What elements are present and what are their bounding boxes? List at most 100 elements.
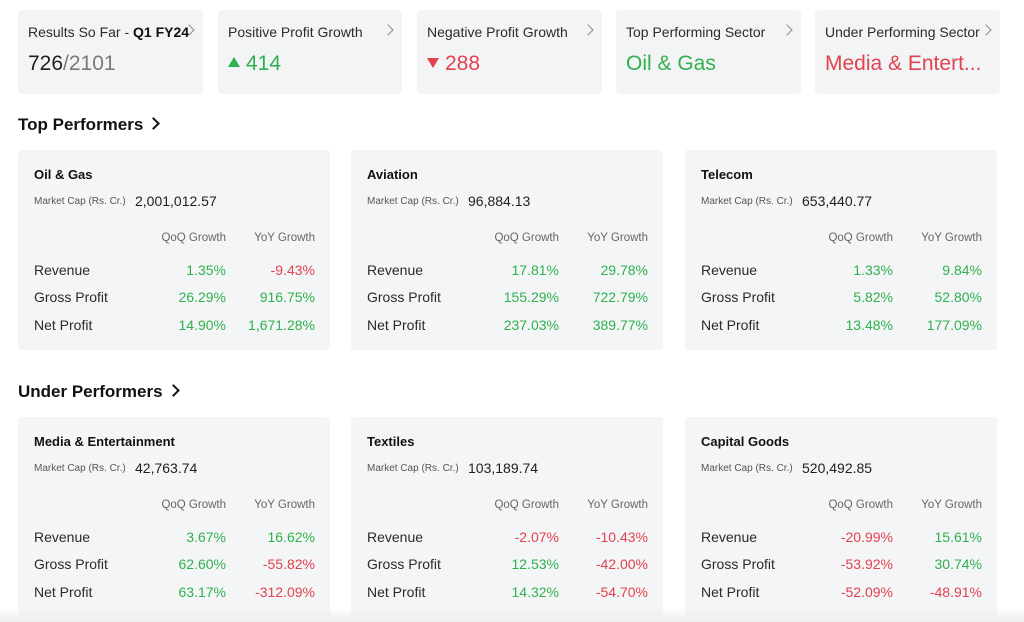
chevron-right-icon bbox=[147, 117, 161, 130]
sector-card[interactable]: Aviation Market Cap (Rs. Cr.) 96,884.13 QoQ… bbox=[351, 150, 663, 350]
qoq-growth-value: 1.35% bbox=[186, 262, 226, 278]
yoy-growth-value: 722.79% bbox=[592, 289, 648, 305]
yoy-growth-value: -9.43% bbox=[270, 262, 315, 278]
summary-value: 288 bbox=[427, 52, 480, 76]
sector-name: Oil & Gas bbox=[34, 167, 93, 182]
metric-label: Revenue bbox=[701, 262, 758, 278]
metric-label: Revenue bbox=[34, 262, 91, 278]
summary-title: Positive Profit Growth bbox=[228, 24, 363, 40]
sector-name: Aviation bbox=[367, 167, 418, 182]
summary-title: Results So Far - Q1 FY24 bbox=[28, 24, 190, 40]
bottom-fade bbox=[0, 608, 1024, 622]
qoq-growth-value: -20.99% bbox=[840, 529, 893, 545]
market-cap-value: 2,001,012.57 bbox=[135, 193, 217, 209]
market-cap-label: Market Cap (Rs. Cr.) bbox=[701, 463, 793, 474]
yoy-growth-value: -54.70% bbox=[595, 584, 648, 600]
metric-label: Net Profit bbox=[34, 584, 93, 600]
yoy-growth-value: 177.09% bbox=[926, 317, 982, 333]
summary-value: Media & Entert... bbox=[825, 52, 982, 75]
yoy-growth-value: 30.74% bbox=[934, 556, 982, 572]
yoy-growth-value: -312.09% bbox=[255, 584, 315, 600]
metric-label: Revenue bbox=[34, 529, 91, 545]
metric-label: Gross Profit bbox=[367, 289, 441, 305]
metric-label: Net Profit bbox=[34, 317, 93, 333]
metric-label: Net Profit bbox=[701, 584, 760, 600]
qoq-growth-value: 14.32% bbox=[511, 584, 559, 600]
market-cap-label: Market Cap (Rs. Cr.) bbox=[34, 463, 126, 474]
chevron-right-icon bbox=[166, 384, 180, 397]
metric-label: Gross Profit bbox=[367, 556, 441, 572]
qoq-growth-value: -2.07% bbox=[514, 529, 559, 545]
yoy-header: YoY Growth bbox=[587, 499, 648, 511]
metric-label: Net Profit bbox=[367, 584, 426, 600]
yoy-growth-value: -42.00% bbox=[595, 556, 648, 572]
sector-card[interactable]: Media & Entertainment Market Cap (Rs. Cr.… bbox=[18, 417, 330, 617]
top-performers-link[interactable]: Top Performers bbox=[18, 115, 161, 135]
metric-label: Revenue bbox=[701, 529, 758, 545]
yoy-header: YoY Growth bbox=[254, 232, 315, 244]
qoq-header: QoQ Growth bbox=[494, 232, 559, 244]
triangle-up-icon bbox=[228, 57, 240, 68]
summary-positive-profit-growth[interactable]: Positive Profit Growth 414 bbox=[218, 10, 402, 94]
summary-title: Top Performing Sector bbox=[626, 24, 766, 40]
yoy-growth-value: -55.82% bbox=[262, 556, 315, 572]
sector-name: Telecom bbox=[701, 167, 753, 182]
qoq-growth-value: 1.33% bbox=[853, 262, 893, 278]
qoq-growth-value: 62.60% bbox=[178, 556, 226, 572]
metric-label: Revenue bbox=[367, 262, 424, 278]
qoq-growth-value: 63.17% bbox=[178, 584, 226, 600]
qoq-header: QoQ Growth bbox=[494, 499, 559, 511]
market-cap-value: 653,440.77 bbox=[802, 193, 873, 209]
qoq-growth-value: 12.53% bbox=[511, 556, 559, 572]
yoy-growth-value: -10.43% bbox=[595, 529, 648, 545]
sector-name: Capital Goods bbox=[701, 434, 790, 449]
summary-results-so-far[interactable]: Results So Far - Q1 FY24 726/2101 bbox=[18, 10, 203, 94]
sector-name: Textiles bbox=[367, 434, 415, 449]
yoy-growth-value: 52.80% bbox=[934, 289, 982, 305]
summary-title: Under Performing Sector bbox=[825, 24, 980, 40]
market-cap-value: 96,884.13 bbox=[468, 193, 531, 209]
yoy-growth-value: 29.78% bbox=[600, 262, 648, 278]
sector-card[interactable]: Telecom Market Cap (Rs. Cr.) 653,440.77 QoQ… bbox=[685, 150, 997, 350]
yoy-header: YoY Growth bbox=[587, 232, 648, 244]
summary-value: Oil & Gas bbox=[626, 52, 716, 75]
market-cap-label: Market Cap (Rs. Cr.) bbox=[701, 196, 793, 207]
yoy-header: YoY Growth bbox=[921, 232, 982, 244]
section-title-text: Top Performers bbox=[18, 115, 144, 134]
qoq-growth-value: 26.29% bbox=[178, 289, 226, 305]
summary-value: 414 bbox=[228, 52, 281, 76]
qoq-growth-value: 3.67% bbox=[186, 529, 226, 545]
yoy-growth-value: 16.62% bbox=[267, 529, 315, 545]
sector-card[interactable]: Textiles Market Cap (Rs. Cr.) 103,189.74 Qo… bbox=[351, 417, 663, 617]
yoy-growth-value: 15.61% bbox=[934, 529, 982, 545]
yoy-growth-value: -48.91% bbox=[929, 584, 982, 600]
metric-label: Gross Profit bbox=[701, 556, 775, 572]
qoq-growth-value: -52.09% bbox=[840, 584, 893, 600]
yoy-growth-value: 9.84% bbox=[942, 262, 982, 278]
qoq-header: QoQ Growth bbox=[828, 232, 893, 244]
qoq-growth-value: 17.81% bbox=[511, 262, 559, 278]
sector-card[interactable]: Capital Goods Market Cap (Rs. Cr.) 520,492… bbox=[685, 417, 997, 617]
qoq-growth-value: -53.92% bbox=[840, 556, 893, 572]
qoq-header: QoQ Growth bbox=[828, 499, 893, 511]
market-cap-label: Market Cap (Rs. Cr.) bbox=[34, 196, 126, 207]
qoq-growth-value: 5.82% bbox=[853, 289, 893, 305]
summary-title: Negative Profit Growth bbox=[427, 24, 568, 40]
qoq-header: QoQ Growth bbox=[161, 499, 226, 511]
metric-label: Gross Profit bbox=[34, 289, 108, 305]
sector-card[interactable]: Oil & Gas Market Cap (Rs. Cr.) 2,001,012.5… bbox=[18, 150, 330, 350]
market-cap-value: 42,763.74 bbox=[135, 460, 198, 476]
sector-name: Media & Entertainment bbox=[34, 434, 175, 449]
market-cap-value: 103,189.74 bbox=[468, 460, 539, 476]
qoq-growth-value: 237.03% bbox=[503, 317, 559, 333]
summary-negative-profit-growth[interactable]: Negative Profit Growth 288 bbox=[417, 10, 602, 94]
summary-value: 726/2101 bbox=[28, 52, 116, 75]
qoq-growth-value: 13.48% bbox=[845, 317, 893, 333]
under-performers-link[interactable]: Under Performers bbox=[18, 382, 180, 402]
summary-under-performing-sector[interactable]: Under Performing Sector Media & Entert..… bbox=[815, 10, 1000, 94]
yoy-header: YoY Growth bbox=[921, 499, 982, 511]
metric-label: Net Profit bbox=[701, 317, 760, 333]
yoy-growth-value: 916.75% bbox=[259, 289, 315, 305]
section-title-text: Under Performers bbox=[18, 382, 163, 401]
summary-top-performing-sector[interactable]: Top Performing Sector Oil & Gas bbox=[616, 10, 801, 94]
